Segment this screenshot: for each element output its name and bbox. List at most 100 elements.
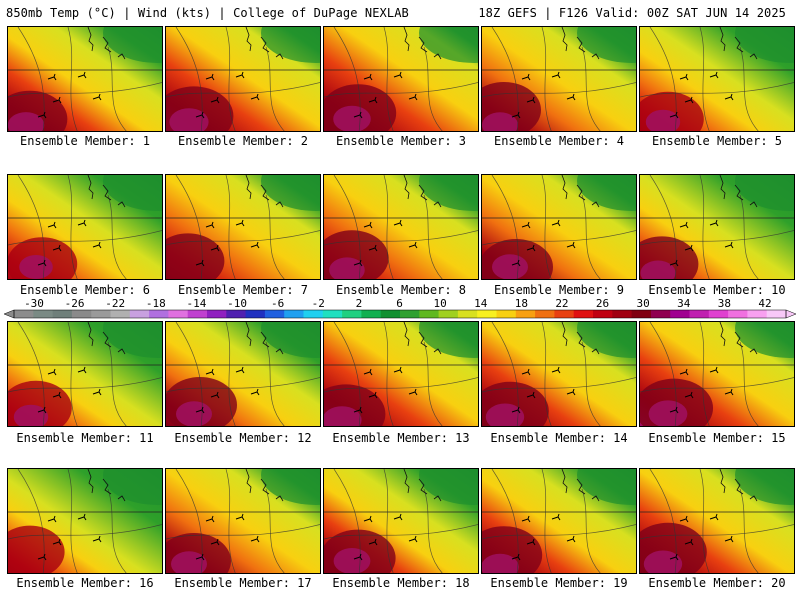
- wind-barb: [526, 96, 536, 104]
- ensemble-panel-4: [481, 26, 637, 132]
- temperature-map: [324, 322, 478, 426]
- colorbar-tick-label: -6: [271, 297, 284, 310]
- contour-line: [333, 175, 361, 279]
- contour-line: [17, 27, 45, 131]
- colorbar-tick-label: 38: [718, 297, 731, 310]
- wind-barb: [250, 93, 260, 101]
- contour-line: [491, 469, 519, 573]
- ensemble-member-label: Ensemble Member: 10: [648, 283, 786, 297]
- contour-line: [699, 322, 710, 426]
- ensemble-panel-3: [323, 26, 479, 132]
- ensemble-panel-7: [165, 174, 321, 280]
- contour-line: [482, 377, 636, 393]
- colorbar-segment: [631, 310, 652, 318]
- colorbar-segment: [419, 310, 440, 318]
- wind-barb: [353, 406, 363, 414]
- contour-line: [541, 27, 552, 131]
- contour-line: [67, 322, 78, 426]
- ensemble-member-label: Ensemble Member: 5: [651, 134, 783, 148]
- wind-barb: [724, 388, 734, 396]
- contour-line: [491, 322, 519, 426]
- wind-barb: [566, 388, 576, 396]
- coastline: [403, 175, 442, 208]
- wind-barb: [566, 535, 576, 543]
- wind-barb: [195, 259, 205, 267]
- ensemble-panel-20: [639, 468, 795, 574]
- coastline: [719, 322, 758, 355]
- colorbar-segment: [747, 310, 768, 318]
- temperature-map: [640, 175, 794, 279]
- contour-line: [491, 27, 519, 131]
- ensemble-panel-2: [165, 26, 321, 132]
- ensemble-member-label: Ensemble Member: 12: [174, 431, 312, 445]
- colorbar-segment: [689, 310, 710, 318]
- wind-barb: [363, 221, 373, 229]
- colorbar-segment: [708, 310, 729, 318]
- wind-barb: [92, 241, 102, 249]
- contour-line: [649, 469, 677, 573]
- ensemble-panel-10: [639, 174, 795, 280]
- colorbar-segment: [573, 310, 594, 318]
- wind-barb: [709, 71, 719, 79]
- colorbar-tick-label: 22: [555, 297, 568, 310]
- ensemble-panel-5: [639, 26, 795, 132]
- wind-barb: [551, 71, 561, 79]
- cool-area: [261, 469, 320, 505]
- contour-line: [175, 175, 203, 279]
- temperature-map: [482, 322, 636, 426]
- colorbar-segment: [438, 310, 459, 318]
- temperature-map: [166, 469, 320, 573]
- colorbar-segment: [400, 310, 420, 318]
- coastline: [87, 469, 126, 502]
- colorbar-tick-label: 34: [677, 297, 691, 310]
- wind-barb: [210, 391, 220, 399]
- wind-barb: [526, 244, 536, 252]
- colorbar-segment: [168, 310, 189, 318]
- colorbar-tick-label: -2: [312, 297, 325, 310]
- colorbar-segment: [129, 310, 150, 318]
- temperature-map: [8, 469, 162, 573]
- contour-line: [166, 82, 320, 98]
- contour-line: [699, 27, 710, 131]
- ensemble-panel-6: [7, 174, 163, 280]
- wind-barb: [669, 406, 679, 414]
- colorbar-segment: [612, 310, 633, 318]
- wind-barb: [408, 388, 418, 396]
- wind-barb: [679, 515, 689, 523]
- hot-spot: [333, 548, 371, 573]
- colorbar-tick-label: 42: [758, 297, 771, 310]
- colorbar-segment: [554, 310, 575, 318]
- contour-line: [324, 377, 478, 393]
- coastline: [719, 469, 758, 502]
- wind-barb: [52, 244, 62, 252]
- cool-area: [419, 27, 478, 63]
- cool-area: [735, 27, 794, 63]
- wind-barb: [195, 111, 205, 119]
- colorbar-tick-label: -18: [146, 297, 166, 310]
- ensemble-member-label: Ensemble Member: 1: [19, 134, 151, 148]
- hot-spot: [324, 406, 362, 426]
- ensemble-panel-1: [7, 26, 163, 132]
- ensemble-member-label: Ensemble Member: 16: [16, 576, 154, 590]
- colorbar-segment: [91, 310, 111, 318]
- wind-barb: [368, 391, 378, 399]
- ensemble-panel-19: [481, 468, 637, 574]
- contour-line: [699, 469, 710, 573]
- ensemble-panel-15: [639, 321, 795, 427]
- wind-barb: [363, 73, 373, 81]
- hot-spot: [482, 553, 519, 573]
- colorbar-segment: [52, 310, 73, 318]
- colorbar-segment: [245, 310, 266, 318]
- hot-spot: [643, 550, 683, 573]
- colorbar-segment: [477, 310, 497, 318]
- warm-core: [166, 233, 225, 279]
- contour-line: [541, 469, 552, 573]
- colorbar-tick-label: 18: [515, 297, 528, 310]
- coastline: [561, 322, 600, 355]
- temperature-map: [482, 27, 636, 131]
- wind-barb: [408, 535, 418, 543]
- colorbar-segment: [496, 310, 517, 318]
- ensemble-member-label: Ensemble Member: 20: [648, 576, 786, 590]
- wind-barb: [551, 513, 561, 521]
- wind-barb: [210, 538, 220, 546]
